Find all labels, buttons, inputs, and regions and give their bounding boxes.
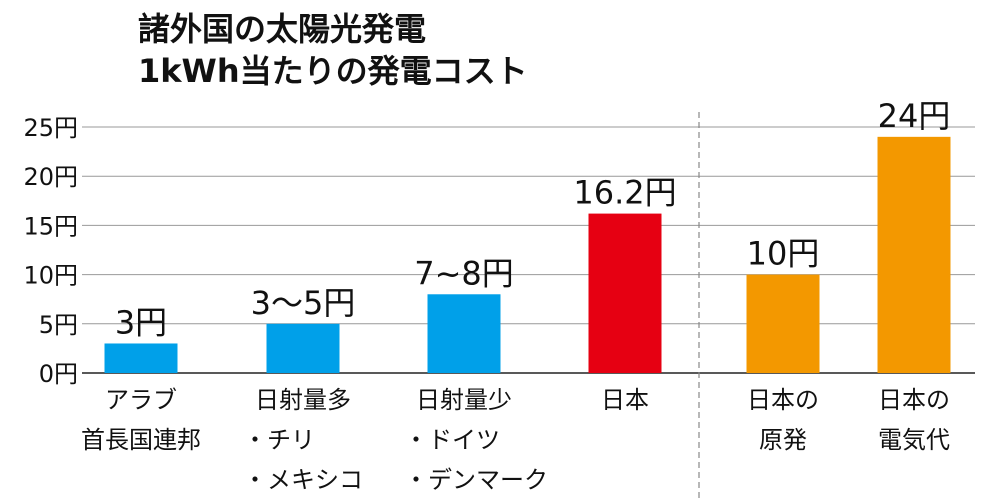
y-tick-label: 5円 bbox=[39, 311, 78, 339]
y-axis-tick-labels: 0円 5円 10円 15円 20円 25円 bbox=[23, 114, 78, 388]
category-label-high-sun: ・ドイツ bbox=[404, 426, 500, 454]
chart-title-line-2: 1kWh当たりの発電コスト bbox=[138, 52, 528, 90]
value-label-low-sun: 3〜5円 bbox=[251, 284, 356, 322]
y-tick-label: 15円 bbox=[23, 212, 78, 240]
category-label-japan: 日本 bbox=[601, 386, 649, 414]
value-label-japan: 16.2円 bbox=[573, 174, 676, 212]
bar-arab bbox=[104, 343, 178, 373]
y-tick-label: 0円 bbox=[39, 360, 78, 388]
category-label-japan-electricity: 電気代 bbox=[878, 426, 950, 454]
bar-japan-nuclear bbox=[746, 274, 820, 373]
category-label-japan-nuclear: 日本の bbox=[747, 386, 819, 414]
y-tick-label: 20円 bbox=[23, 163, 78, 191]
category-label-arab: アラブ bbox=[105, 386, 177, 414]
value-label-japan-electricity: 24円 bbox=[878, 97, 951, 135]
chart-title: 諸外国の太陽光発電 1kWh当たりの発電コスト bbox=[138, 8, 528, 92]
bar-japan-electricity bbox=[877, 136, 951, 373]
y-tick-label: 10円 bbox=[23, 262, 78, 290]
bar-low-sun bbox=[266, 323, 340, 373]
gridlines bbox=[82, 126, 975, 374]
value-label-japan-nuclear: 10円 bbox=[747, 235, 820, 273]
bar-japan bbox=[588, 213, 662, 373]
chart-title-line-1: 諸外国の太陽光発電 bbox=[138, 10, 427, 48]
y-tick-label: 25円 bbox=[23, 114, 78, 142]
category-label-japan-nuclear: 原発 bbox=[759, 426, 807, 454]
category-label-japan-electricity: 日本の bbox=[878, 386, 950, 414]
category-label-high-sun: ・デンマーク bbox=[404, 466, 548, 494]
category-label-low-sun: 日射量多 bbox=[255, 386, 351, 414]
category-label-low-sun: ・メキシコ bbox=[243, 466, 363, 494]
category-label-high-sun: 日射量少 bbox=[416, 386, 512, 414]
bar-high-sun bbox=[427, 294, 501, 373]
value-label-arab: 3円 bbox=[115, 303, 167, 341]
bars bbox=[104, 136, 951, 373]
value-labels: 3円 3〜5円 7~8円 16.2円 10円 24円 bbox=[115, 97, 951, 342]
category-label-low-sun: ・チリ bbox=[243, 426, 315, 454]
category-label-arab: 首長国連邦 bbox=[81, 426, 201, 454]
value-label-high-sun: 7~8円 bbox=[414, 254, 514, 292]
